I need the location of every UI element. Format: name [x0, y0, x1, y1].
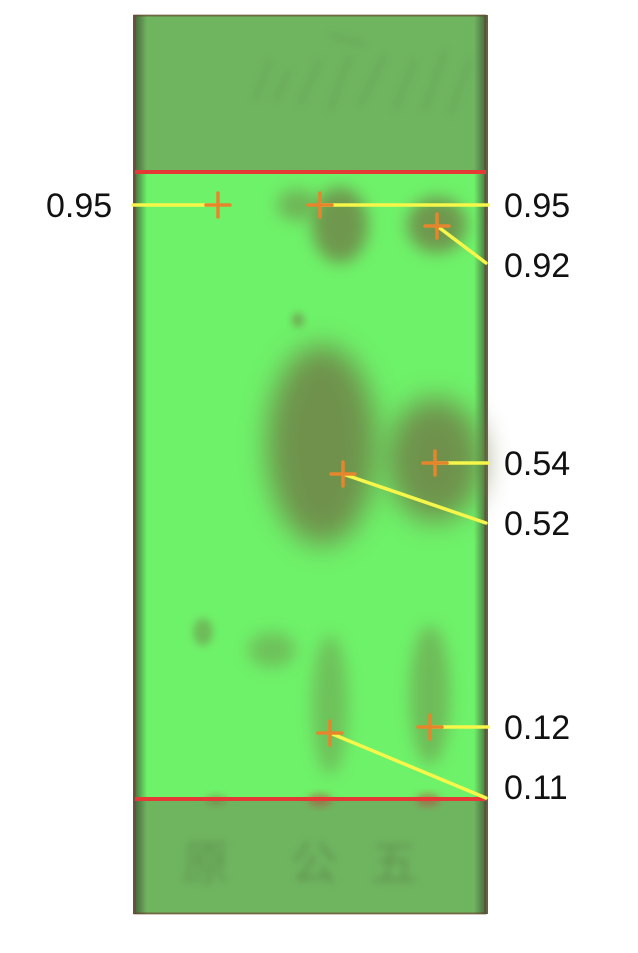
plate-edge-left	[133, 15, 147, 914]
cross-marker	[423, 212, 451, 240]
top-band-marks	[254, 34, 471, 116]
cross-marker	[421, 449, 449, 477]
plate-top-band	[135, 15, 486, 172]
leader-011	[328, 731, 488, 800]
spot-lane1-top	[277, 189, 317, 221]
leader-092	[435, 224, 488, 265]
spot-low-mid	[248, 632, 296, 668]
cross-marker	[329, 460, 357, 488]
streak-lane3	[410, 625, 450, 765]
cross-marker	[306, 191, 334, 219]
rf-label-095: 0.95	[504, 187, 571, 225]
handwriting-2: 公	[290, 836, 338, 892]
marker-leaders	[131, 203, 490, 800]
handwriting: 原 公 五	[182, 836, 418, 892]
cross-marker	[204, 191, 232, 219]
rf-label-052: 0.52	[504, 505, 571, 543]
handwriting-1: 原	[182, 836, 230, 892]
rf-label-011: 0.11	[504, 769, 568, 807]
cross-marker	[316, 719, 344, 747]
dot-small	[292, 313, 304, 327]
rf-label-092: 0.92	[504, 247, 571, 285]
leader-052	[341, 472, 488, 525]
cross-marker	[416, 713, 444, 741]
rf-label-012: 0.12	[504, 709, 571, 747]
rf-label-054: 0.54	[504, 445, 571, 483]
streak-lane2	[312, 635, 348, 775]
spot-markers	[204, 191, 451, 747]
handwriting-3: 五	[370, 836, 418, 892]
spot-low-left	[193, 618, 213, 646]
spot-lane2-mid	[267, 345, 377, 545]
rf-label-left-095: 0.95	[46, 187, 113, 225]
plate-bottom-band	[135, 799, 486, 914]
